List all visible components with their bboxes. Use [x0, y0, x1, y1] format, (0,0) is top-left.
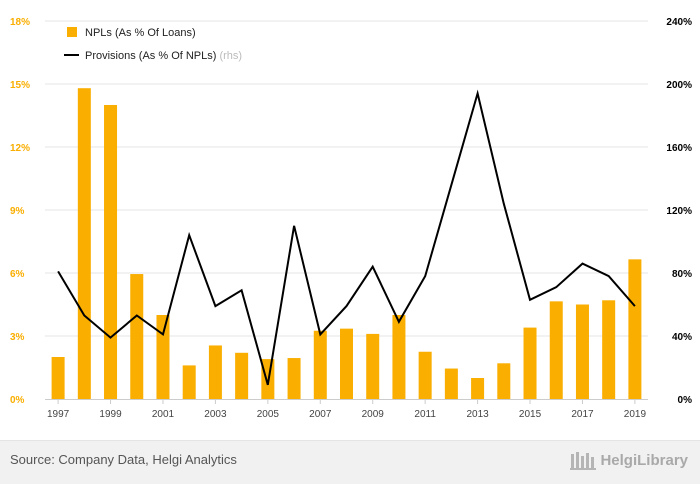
source-note: Source: Company Data, Helgi Analytics: [10, 452, 237, 467]
npl-bar: [77, 88, 91, 399]
x-tick-label: 2013: [466, 409, 489, 420]
y-right-tick-label: 240%: [666, 17, 692, 28]
npl-bar: [104, 105, 118, 399]
y-right-tick-label: 0%: [678, 395, 693, 406]
npl-bar: [418, 351, 432, 399]
legend-label-provisions: Provisions (As % Of NPLs) (rhs): [85, 50, 242, 62]
npl-bar: [549, 301, 563, 399]
x-tick-label: 2003: [204, 409, 227, 420]
y-left-tick-label: 18%: [10, 17, 30, 28]
y-right-tick-label: 120%: [666, 206, 692, 217]
legend-swatch-npl: [67, 27, 77, 37]
npl-bar: [628, 259, 642, 399]
y-right-tick-label: 80%: [672, 269, 692, 280]
y-right-tick-label: 40%: [672, 332, 692, 343]
npl-bar: [51, 357, 65, 399]
npl-bar: [235, 352, 249, 399]
x-tick-label: 1997: [47, 409, 70, 420]
npl-bar: [366, 333, 380, 399]
x-tick-label: 2009: [362, 409, 385, 420]
npl-bar: [523, 327, 537, 399]
legend-label-npl: NPLs (As % Of Loans): [85, 27, 196, 39]
npl-bar: [287, 358, 301, 399]
npl-bar: [182, 365, 196, 399]
y-left-tick-label: 9%: [10, 206, 25, 217]
x-tick-label: 2017: [571, 409, 594, 420]
brand-name: HelgiLibrary: [600, 451, 688, 469]
npl-bar: [156, 315, 170, 399]
provisions-line: [57, 89, 636, 386]
npl-bar: [313, 330, 327, 399]
footer: Source: Company Data, Helgi Analytics He…: [0, 440, 700, 484]
npl-bar: [497, 363, 511, 399]
x-tick-label: 1999: [99, 409, 122, 420]
combo-chart: 0% 0% 3% 40% 6% 80% 9% 120% 12% 160% 15% 200% 18% 240…: [10, 17, 693, 420]
x-tick-label: 2019: [624, 409, 647, 420]
y-left-tick-label: 15%: [10, 80, 30, 91]
npl-bar: [602, 300, 616, 399]
npl-bar: [130, 274, 144, 399]
npl-bar: [575, 304, 589, 399]
npl-bar: [392, 315, 406, 399]
y-left-tick-label: 0%: [10, 395, 25, 406]
npl-bar: [471, 378, 485, 399]
brand-logo[interactable]: HelgiLibrary: [570, 450, 688, 470]
y-right-tick-label: 200%: [666, 80, 692, 91]
x-tick-label: 2011: [414, 409, 436, 420]
y-left-tick-label: 12%: [10, 143, 30, 154]
x-tick-label: 2005: [257, 409, 280, 420]
npl-bar: [208, 345, 222, 399]
library-icon: [570, 452, 597, 470]
y-right-tick-label: 160%: [666, 143, 692, 154]
x-tick-label: 2015: [519, 409, 542, 420]
x-tick-label: 2001: [152, 409, 175, 420]
legend-rhs-note: (rhs): [219, 50, 242, 62]
npl-bar: [340, 328, 353, 399]
x-tick-label: 2007: [309, 409, 332, 420]
y-left-tick-label: 6%: [10, 269, 25, 280]
y-left-tick-label: 3%: [10, 332, 25, 343]
npl-bar: [444, 368, 458, 399]
